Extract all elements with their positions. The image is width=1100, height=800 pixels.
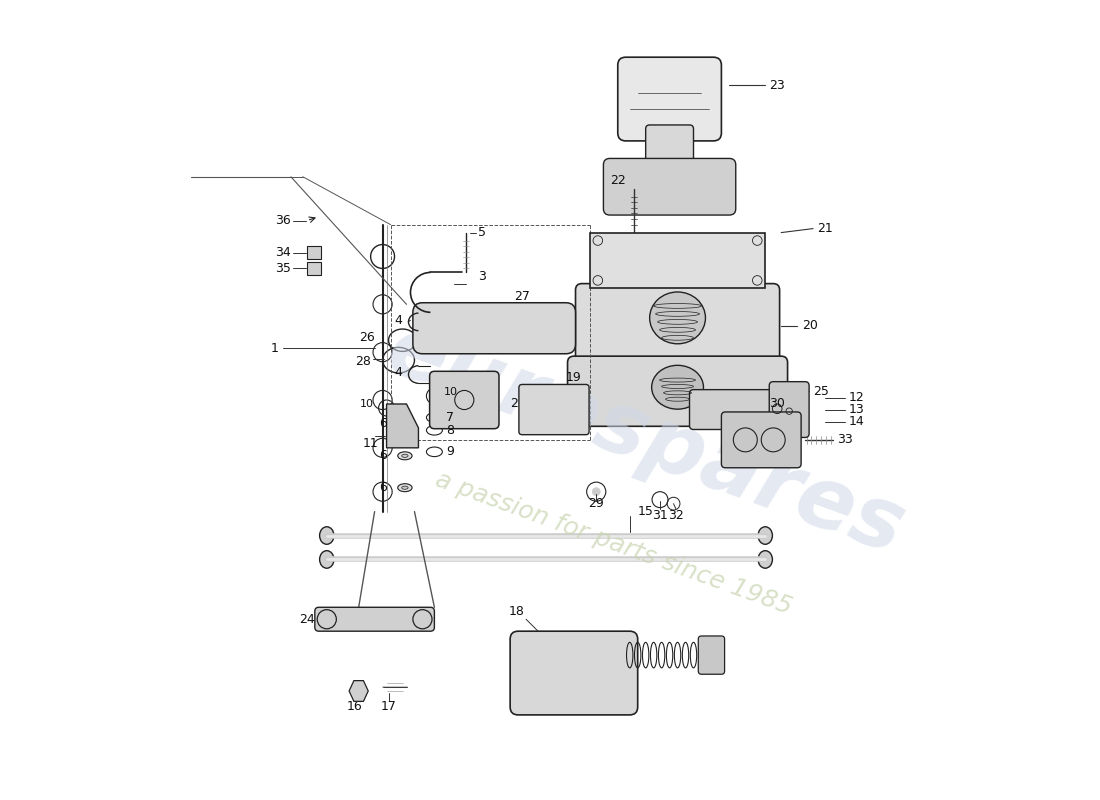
Text: 10: 10	[360, 399, 374, 409]
Text: 4: 4	[395, 314, 403, 326]
Text: 18: 18	[508, 605, 525, 618]
Text: 22: 22	[609, 174, 626, 187]
Text: 19: 19	[566, 371, 582, 384]
Text: 21: 21	[817, 222, 833, 235]
FancyBboxPatch shape	[315, 607, 434, 631]
Text: 5: 5	[478, 226, 486, 239]
Bar	[307, 262, 321, 275]
FancyBboxPatch shape	[430, 371, 499, 429]
Text: 30: 30	[769, 398, 785, 410]
Ellipse shape	[320, 550, 334, 568]
FancyBboxPatch shape	[568, 356, 788, 426]
FancyBboxPatch shape	[412, 302, 575, 354]
Text: 9: 9	[447, 446, 454, 458]
Text: 26: 26	[359, 331, 374, 344]
Text: 28: 28	[354, 355, 371, 368]
Ellipse shape	[398, 452, 412, 460]
Ellipse shape	[402, 454, 408, 458]
Ellipse shape	[398, 420, 412, 428]
FancyBboxPatch shape	[604, 158, 736, 215]
FancyBboxPatch shape	[698, 636, 725, 674]
Text: 27: 27	[514, 290, 530, 303]
Text: 2: 2	[510, 398, 518, 410]
Text: 35: 35	[275, 262, 290, 275]
Bar	[307, 246, 321, 259]
Text: 20: 20	[802, 319, 817, 332]
Text: 7: 7	[447, 411, 454, 424]
Text: 12: 12	[849, 391, 865, 404]
Text: 4: 4	[395, 366, 403, 378]
Text: 14: 14	[849, 415, 865, 428]
Text: 34: 34	[275, 246, 290, 259]
Text: 17: 17	[381, 701, 397, 714]
Polygon shape	[386, 404, 418, 448]
Ellipse shape	[320, 526, 334, 544]
Text: 13: 13	[849, 403, 865, 416]
Text: 6: 6	[378, 481, 386, 494]
Ellipse shape	[402, 486, 408, 490]
Ellipse shape	[651, 366, 704, 409]
Text: 24: 24	[299, 613, 315, 626]
Text: 29: 29	[588, 497, 604, 510]
Text: 11: 11	[363, 438, 378, 450]
Ellipse shape	[398, 484, 412, 492]
Text: 32: 32	[668, 509, 684, 522]
FancyBboxPatch shape	[646, 125, 693, 173]
Text: 1: 1	[271, 342, 279, 354]
Ellipse shape	[758, 526, 772, 544]
FancyBboxPatch shape	[510, 631, 638, 715]
FancyBboxPatch shape	[722, 412, 801, 468]
Text: eurospares: eurospares	[375, 308, 915, 572]
Circle shape	[592, 488, 601, 496]
Text: 16: 16	[346, 701, 363, 714]
Text: a passion for parts since 1985: a passion for parts since 1985	[432, 468, 795, 619]
Text: 15: 15	[638, 505, 653, 518]
Text: 31: 31	[652, 509, 668, 522]
Text: 6: 6	[378, 450, 386, 462]
Text: 6: 6	[378, 418, 386, 430]
Text: 10: 10	[443, 387, 458, 397]
Text: 33: 33	[837, 434, 852, 446]
Polygon shape	[349, 681, 368, 702]
Bar	[590, 233, 766, 288]
FancyBboxPatch shape	[519, 385, 590, 434]
FancyBboxPatch shape	[618, 57, 722, 141]
FancyBboxPatch shape	[690, 390, 778, 430]
Ellipse shape	[650, 292, 705, 344]
FancyBboxPatch shape	[575, 284, 780, 368]
Ellipse shape	[402, 422, 408, 426]
Text: 36: 36	[275, 214, 290, 227]
Text: 3: 3	[478, 270, 486, 283]
FancyBboxPatch shape	[769, 382, 810, 438]
Text: 8: 8	[447, 424, 454, 437]
Text: 23: 23	[769, 78, 785, 91]
Text: 25: 25	[813, 385, 829, 398]
Ellipse shape	[758, 550, 772, 568]
